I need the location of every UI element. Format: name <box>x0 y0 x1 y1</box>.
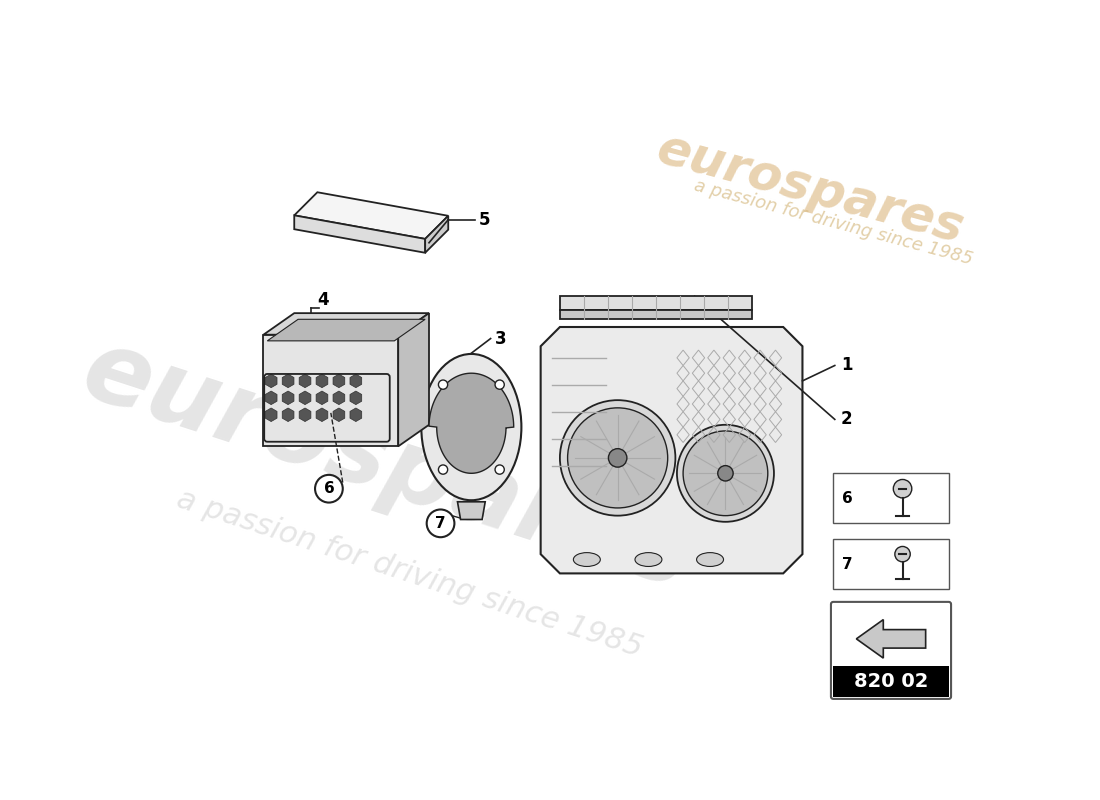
Text: 820 02: 820 02 <box>854 672 928 690</box>
Text: 1: 1 <box>842 357 852 374</box>
Polygon shape <box>458 502 485 519</box>
Circle shape <box>683 431 768 516</box>
Text: 4: 4 <box>317 291 329 309</box>
Ellipse shape <box>573 553 601 566</box>
Polygon shape <box>350 374 362 388</box>
Polygon shape <box>295 192 449 239</box>
Circle shape <box>439 465 448 474</box>
FancyBboxPatch shape <box>830 602 952 699</box>
Text: a passion for driving since 1985: a passion for driving since 1985 <box>173 484 647 662</box>
Text: 2: 2 <box>842 410 852 429</box>
Polygon shape <box>398 313 429 446</box>
Polygon shape <box>429 373 514 474</box>
Circle shape <box>568 408 668 508</box>
Polygon shape <box>856 619 926 658</box>
Circle shape <box>495 465 504 474</box>
Text: eurospares: eurospares <box>70 322 703 610</box>
Text: 5: 5 <box>480 210 491 229</box>
Circle shape <box>439 380 448 390</box>
Polygon shape <box>299 391 311 405</box>
Circle shape <box>717 466 734 481</box>
Text: a passion for driving since 1985: a passion for driving since 1985 <box>692 177 975 269</box>
Polygon shape <box>267 319 425 341</box>
Polygon shape <box>265 374 277 388</box>
Polygon shape <box>425 216 449 253</box>
Circle shape <box>895 546 911 562</box>
Polygon shape <box>283 408 294 422</box>
Ellipse shape <box>421 354 521 500</box>
Circle shape <box>676 425 774 522</box>
Polygon shape <box>541 327 803 574</box>
Circle shape <box>495 380 504 390</box>
Polygon shape <box>333 408 344 422</box>
Polygon shape <box>264 334 398 446</box>
Polygon shape <box>333 391 344 405</box>
Polygon shape <box>299 408 311 422</box>
FancyBboxPatch shape <box>834 474 948 523</box>
Text: eurospares: eurospares <box>651 124 969 253</box>
FancyBboxPatch shape <box>834 538 948 589</box>
Ellipse shape <box>635 553 662 566</box>
Circle shape <box>560 400 675 516</box>
Polygon shape <box>265 391 277 405</box>
Bar <box>834 666 948 697</box>
Circle shape <box>315 475 343 502</box>
Ellipse shape <box>696 553 724 566</box>
Polygon shape <box>283 391 294 405</box>
Polygon shape <box>283 374 294 388</box>
Polygon shape <box>560 310 752 319</box>
Polygon shape <box>299 374 311 388</box>
Polygon shape <box>264 313 429 334</box>
Polygon shape <box>265 408 277 422</box>
Text: 7: 7 <box>843 557 854 572</box>
Polygon shape <box>316 408 328 422</box>
Circle shape <box>608 449 627 467</box>
Text: 3: 3 <box>495 330 506 347</box>
Polygon shape <box>316 391 328 405</box>
Polygon shape <box>350 391 362 405</box>
Text: 6: 6 <box>323 481 334 496</box>
Polygon shape <box>316 374 328 388</box>
Polygon shape <box>333 374 344 388</box>
Circle shape <box>427 510 454 538</box>
Text: 7: 7 <box>436 516 446 531</box>
Polygon shape <box>350 408 362 422</box>
Circle shape <box>893 479 912 498</box>
Polygon shape <box>560 296 752 310</box>
Polygon shape <box>295 215 425 253</box>
Text: 6: 6 <box>843 491 854 506</box>
